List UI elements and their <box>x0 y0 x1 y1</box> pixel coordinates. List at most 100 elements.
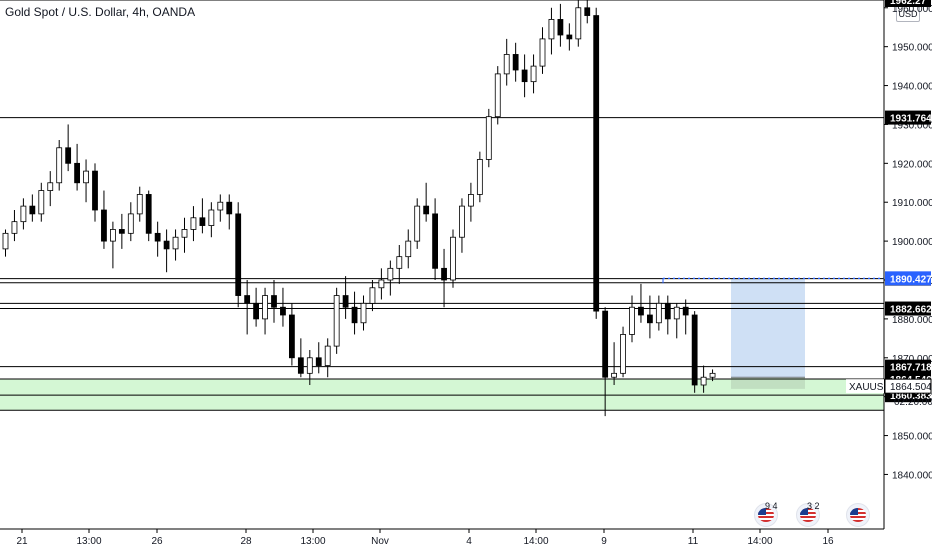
candle-up <box>539 38 546 67</box>
y-tick-label: 1960.000 <box>892 4 932 15</box>
candle-up <box>476 159 483 195</box>
candle-up <box>369 287 376 304</box>
candle-down <box>118 229 125 234</box>
candle-up <box>414 205 421 242</box>
candle-down <box>557 19 564 36</box>
candle-up <box>136 194 143 215</box>
candle-up <box>387 267 394 281</box>
level-price-label: 1867.718 <box>890 363 932 374</box>
candle-down <box>65 147 72 164</box>
x-tick-label: 16 <box>822 536 834 547</box>
chart-title: Gold Spot / U.S. Dollar, 4h, OANDA <box>5 5 196 19</box>
x-tick-label: 9 <box>601 536 607 547</box>
candle-down <box>432 213 439 269</box>
candle-down <box>297 357 304 374</box>
candle-up <box>324 345 331 366</box>
y-tick-label: 1950.000 <box>892 43 932 54</box>
target-zone <box>731 278 805 378</box>
candle-up <box>360 302 367 324</box>
candle-down <box>101 209 107 242</box>
candle-up <box>396 256 403 269</box>
candle-down <box>647 314 653 324</box>
economic-event-marker[interactable] <box>846 503 870 527</box>
candle-down <box>342 295 349 308</box>
x-tick-label: 26 <box>151 536 163 547</box>
candle-down <box>244 295 251 304</box>
candle-up <box>208 209 215 226</box>
candle-down <box>351 306 358 324</box>
candle-down <box>602 310 609 378</box>
candle-up <box>459 205 465 238</box>
candle-down <box>584 7 591 16</box>
candle-up <box>503 54 510 75</box>
candle-up <box>20 205 27 223</box>
x-tick-label: 13:00 <box>300 536 325 547</box>
candle-up <box>110 229 116 242</box>
candle-down <box>145 194 152 234</box>
currency-badge[interactable]: USD <box>896 6 920 22</box>
candle-up <box>127 213 134 234</box>
x-tick-label: 11 <box>688 536 699 547</box>
candle-up <box>530 65 537 83</box>
y-tick-label: 1870.000 <box>892 354 932 365</box>
candle-up <box>56 147 63 184</box>
stop-zone <box>731 377 805 389</box>
candle-up <box>378 279 385 289</box>
candle-up <box>83 170 89 184</box>
candle-up <box>485 116 492 160</box>
candle-down <box>226 201 233 215</box>
x-tick-label: 13:00 <box>76 536 101 547</box>
bar-countdown: 02:20:00 <box>894 397 932 408</box>
economic-event-marker[interactable]: 9 4 <box>754 501 778 527</box>
candle-down <box>288 314 295 359</box>
y-tick-label: 1930.000 <box>892 120 932 131</box>
candle-up <box>709 372 716 378</box>
level-price-label-bg <box>885 301 931 316</box>
candle-down <box>235 213 242 296</box>
candle-down <box>441 267 447 281</box>
candle-up <box>700 376 707 386</box>
candle-up <box>306 357 313 374</box>
candle-down <box>92 170 98 211</box>
candle-up <box>47 182 54 191</box>
target-price-label-bg <box>885 271 931 286</box>
candle-up <box>494 73 501 118</box>
candle-up <box>190 217 197 230</box>
candle-down <box>315 357 322 366</box>
level-price-label: 1882.662 <box>890 305 932 316</box>
us-flag-icon <box>758 508 774 522</box>
candle-down <box>423 205 430 215</box>
candle-up <box>11 221 18 234</box>
candle-up <box>217 201 224 211</box>
level-price-label-bg <box>885 0 931 7</box>
y-tick-label: 1920.000 <box>892 159 932 170</box>
economic-event-marker[interactable]: 3 2 <box>796 501 820 527</box>
last-price-bg <box>884 378 932 394</box>
candle-up <box>262 295 268 320</box>
level-price-label: 1931.764 <box>890 114 932 125</box>
x-tick-label: 14:00 <box>523 536 548 547</box>
candle-up <box>405 240 412 258</box>
us-flag-icon <box>800 508 816 522</box>
candle-down <box>253 302 260 320</box>
candle-down <box>638 306 644 316</box>
target-price-label: 1890.427 <box>890 274 932 285</box>
candle-up <box>181 229 188 238</box>
candle-down <box>74 162 80 184</box>
level-price-label: 1962.27 <box>890 0 927 7</box>
axis-corner <box>884 529 932 550</box>
candle-down <box>163 240 170 250</box>
candle-down <box>691 314 698 386</box>
candle-down <box>664 302 671 320</box>
candle-up <box>611 372 617 378</box>
candle-down <box>521 69 528 83</box>
candle-down <box>29 205 36 215</box>
candle-down <box>566 34 573 40</box>
x-tick-label: Nov <box>371 536 389 547</box>
candle-down <box>154 232 161 242</box>
candle-down <box>593 15 600 312</box>
candle-up <box>575 7 582 40</box>
candle-up <box>673 306 680 320</box>
last-price-label: 1864.504 <box>890 382 932 393</box>
